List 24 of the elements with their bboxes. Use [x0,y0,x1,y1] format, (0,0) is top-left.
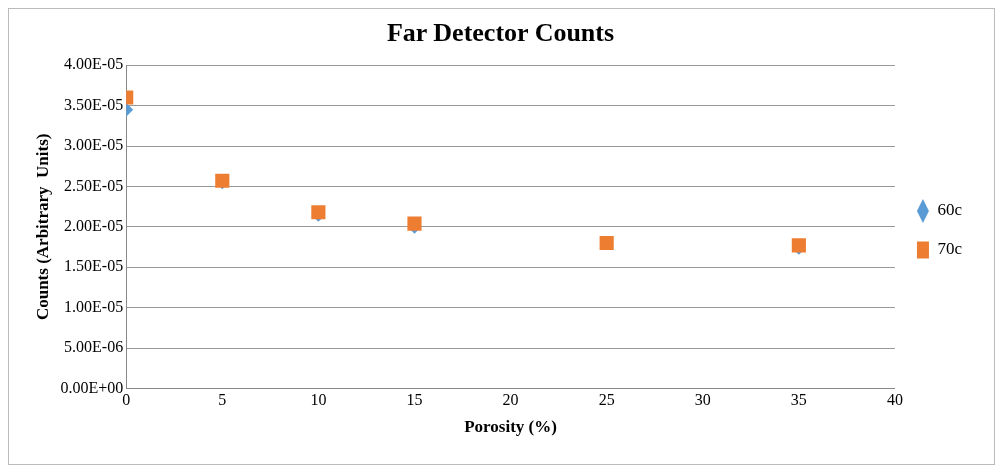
y-tick-label: 2.00E-05 [64,217,124,234]
x-tick-label: 15 [406,391,423,409]
x-tick-label: 30 [694,391,711,409]
x-tick-label: 35 [790,391,807,409]
y-tick-label: 5.00E-06 [64,338,124,356]
point [599,235,614,251]
y-tick-label: 3.00E-05 [64,136,124,154]
y-tick-label: 1.00E-05 [64,297,124,315]
x-tick-label: 25 [598,391,615,409]
x-tick-label: 20 [502,391,519,409]
y-tick-label: 4.00E-05 [64,55,124,73]
x-tick-label: 0 [122,391,131,409]
y-tick-label: 2.50E-05 [64,176,124,194]
legend-label: 60c [937,200,963,220]
x-tick-label: 40 [886,391,903,409]
chart-title: Far Detector Counts [386,18,615,48]
x-axis-title: Porosity (%) [464,417,557,437]
y-tick-label: 3.50E-05 [64,95,124,113]
y-tick-label: 1.50E-05 [64,257,124,275]
y-tick-label: 0.00E+00 [60,378,124,396]
x-tick-label: 10 [310,391,327,409]
legend-label: 70c [937,239,963,259]
y-axis-title: Counts (Arbitrary Units) [32,133,52,321]
x-tick-label: 5 [218,391,227,409]
